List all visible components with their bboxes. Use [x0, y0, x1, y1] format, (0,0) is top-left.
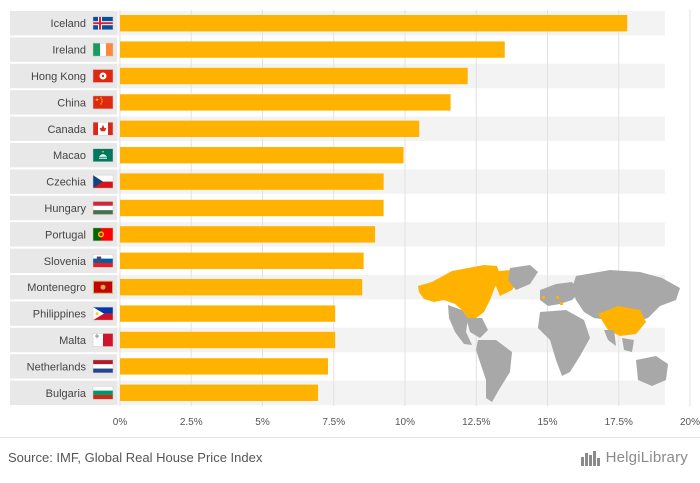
category-label: Hungary: [44, 203, 86, 215]
city-skyline-icon: [580, 450, 600, 466]
bulgaria-flag-icon: [92, 386, 114, 400]
netherlands-flag-icon: [92, 359, 114, 374]
helgilibrary-logo: HelgiLibrary: [580, 449, 688, 466]
category-label: China: [57, 97, 87, 109]
x-tick-label: 12.5%: [462, 417, 490, 428]
category-label: Canada: [47, 124, 86, 136]
bar-canada: [120, 120, 420, 137]
x-tick-label: 2.5%: [180, 417, 203, 428]
bar-china: [120, 94, 451, 111]
bar-montenegro: [120, 279, 363, 296]
x-tick-label: 7.5%: [322, 417, 345, 428]
category-label: Slovenia: [44, 256, 87, 268]
philippines-flag-icon: [92, 306, 114, 321]
x-tick-label: 0%: [113, 417, 128, 428]
bar-bulgaria: [120, 384, 319, 401]
category-label: Philippines: [33, 309, 87, 321]
world-map-icon: [418, 265, 680, 402]
macao-flag-icon: [92, 148, 114, 162]
x-tick-label: 15%: [537, 417, 557, 428]
china-flag-icon: [92, 95, 114, 110]
logo-text: HelgiLibrary: [605, 449, 688, 466]
category-label: Montenegro: [27, 282, 86, 294]
category-label: Macao: [53, 150, 86, 162]
bar-slovenia: [120, 252, 364, 269]
category-label: Bulgaria: [46, 388, 87, 400]
category-label: Portugal: [45, 229, 86, 241]
ireland-flag-icon: [92, 42, 114, 57]
montenegro-flag-icon: [92, 280, 114, 294]
x-tick-label: 17.5%: [605, 417, 633, 428]
portugal-flag-icon: [92, 227, 114, 242]
bar-portugal: [120, 226, 376, 243]
bar-macao: [120, 147, 404, 164]
bar-czechia: [120, 173, 384, 190]
x-tick-label: 10%: [395, 417, 415, 428]
footer-divider: [0, 437, 700, 438]
category-label: Netherlands: [27, 361, 87, 373]
hong-kong-flag-icon: [92, 69, 114, 83]
bar-malta: [120, 331, 336, 349]
bar-chart: Iceland Ireland Hong Kong China Canada Macao C…: [10, 10, 700, 428]
category-label: Czechia: [46, 177, 87, 189]
canada-flag-icon: [92, 122, 114, 136]
bar-philippines: [120, 305, 336, 322]
category-label: Hong Kong: [31, 71, 86, 83]
slovenia-flag-icon: [92, 254, 114, 268]
category-label: Ireland: [52, 45, 86, 57]
czechia-flag-icon: [92, 174, 114, 189]
x-tick-label: 5%: [255, 417, 270, 428]
bar-hungary: [120, 199, 384, 217]
category-label: Iceland: [51, 18, 86, 30]
bar-hong-kong: [120, 67, 468, 85]
category-label: Malta: [59, 335, 87, 347]
malta-flag-icon: [92, 333, 114, 347]
bar-netherlands: [120, 358, 329, 375]
x-tick-label: 20%: [680, 417, 700, 428]
bar-iceland: [120, 15, 628, 32]
hungary-flag-icon: [92, 201, 114, 215]
bar-ireland: [120, 41, 505, 58]
source-note: Source: IMF, Global Real House Price Ind…: [8, 450, 263, 465]
iceland-flag-icon: [92, 16, 114, 30]
